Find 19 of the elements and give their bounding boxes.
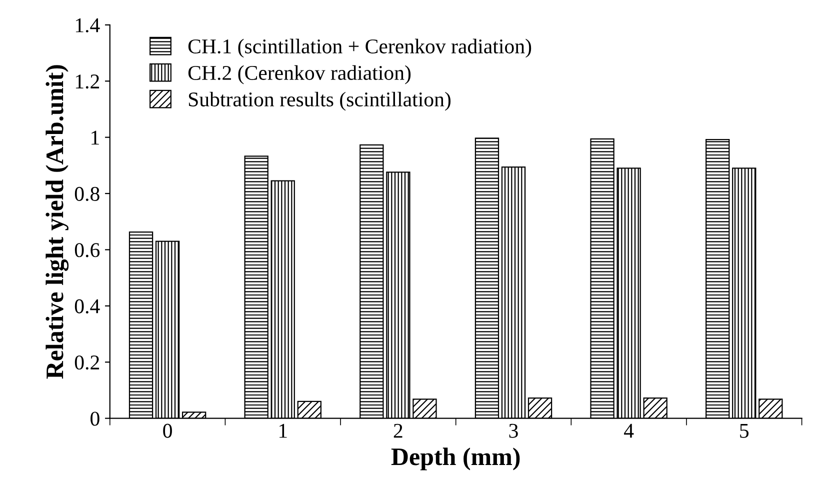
y-axis-title: Relative light yield (Arb.unit)	[46, 65, 69, 379]
x-tick-label: 1	[279, 424, 287, 438]
y-tick-label: 0	[90, 412, 100, 426]
y-tick-label: 1.4	[76, 18, 100, 32]
y-tick-label: 1.2	[76, 74, 100, 89]
x-tick-label: 3	[509, 424, 518, 438]
x-tick-label: 4	[624, 424, 634, 438]
x-tick-label: 5	[740, 424, 749, 438]
x-axis-title: Depth (mm)	[391, 448, 520, 470]
y-tick-label: 0.6	[74, 243, 100, 258]
legend-label: CH.2 (Cerenkov radiation)	[188, 65, 411, 84]
y-tick-label: 1	[92, 130, 99, 145]
y-tick-label: 0.4	[74, 299, 100, 314]
x-tick-label: 2	[394, 424, 402, 438]
legend-label: Subtration results (scintillation)	[188, 92, 451, 111]
y-tick-label: 0.8	[74, 186, 100, 202]
y-tick-label: 0.2	[74, 355, 100, 370]
x-tick-label: 0	[163, 424, 172, 438]
legend-label: CH.1 (scintillation + Cerenkov radiation)	[188, 38, 532, 58]
